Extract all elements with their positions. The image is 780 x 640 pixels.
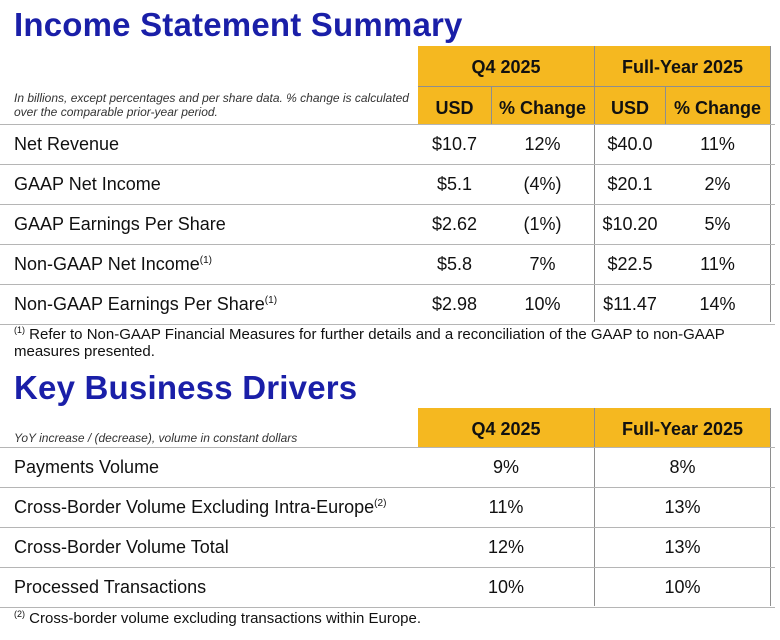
table-row: GAAP Net Income $5.1 (4%) $20.1 2% bbox=[0, 164, 775, 205]
table-row: Cross-Border Volume Excluding Intra-Euro… bbox=[0, 487, 775, 528]
q4-header-bg bbox=[418, 408, 594, 448]
q4-usd-value: $2.98 bbox=[431, 294, 478, 314]
fy-value: 13% bbox=[664, 497, 701, 517]
table-top-rule bbox=[0, 447, 775, 448]
table-row: Processed Transactions 10% 10% bbox=[0, 567, 775, 608]
row-label: Net Revenue bbox=[14, 134, 120, 154]
fy-value: 10% bbox=[664, 577, 701, 597]
q4-change-value: 7% bbox=[529, 254, 556, 274]
q4-change-value: (1%) bbox=[523, 214, 562, 234]
fy-usd-value: $22.5 bbox=[607, 254, 653, 274]
fy-header-bg bbox=[595, 46, 770, 86]
table-row: Non-GAAP Net Income(1) $5.8 7% $22.5 11% bbox=[0, 244, 775, 285]
fy-usd-value: $20.1 bbox=[607, 174, 653, 194]
table-top-rule bbox=[0, 124, 775, 125]
row-label: Payments Volume bbox=[14, 457, 160, 477]
q4-value: 10% bbox=[487, 577, 525, 597]
footnote-1: (1) Refer to Non-GAAP Financial Measures… bbox=[14, 325, 725, 361]
fy-value: 13% bbox=[664, 537, 701, 557]
table-row: GAAP Earnings Per Share $2.62 (1%) $10.2… bbox=[0, 204, 775, 245]
table-row: Net Revenue $10.7 12% $40.0 11% bbox=[0, 124, 775, 165]
column-divider bbox=[665, 87, 666, 124]
q4-usd-value: $5.1 bbox=[436, 174, 473, 194]
fy-change-value: 14% bbox=[699, 294, 736, 314]
q4-usd-header: USD bbox=[435, 98, 474, 118]
footnote-ref: (2) bbox=[374, 498, 387, 509]
column-divider bbox=[770, 46, 771, 322]
q4-period-header: Q4 2025 bbox=[471, 57, 541, 77]
q4-change-value: (4%) bbox=[523, 174, 562, 194]
row-label: Processed Transactions bbox=[14, 577, 207, 597]
q4-change-header: % Change bbox=[498, 98, 586, 118]
column-divider bbox=[491, 87, 492, 124]
row-label: Non-GAAP Earnings Per Share(1) bbox=[14, 294, 278, 314]
row-label: GAAP Earnings Per Share bbox=[14, 214, 226, 234]
column-divider bbox=[594, 408, 595, 606]
fy-change-value: 11% bbox=[700, 254, 735, 274]
fy-usd-value: $11.47 bbox=[603, 294, 657, 314]
q4-change-value: 12% bbox=[524, 134, 561, 154]
fy-change-header: % Change bbox=[673, 98, 761, 118]
q4-value: 12% bbox=[487, 537, 525, 557]
fy-value: 8% bbox=[669, 457, 696, 477]
units-note: YoY increase / (decrease), volume in con… bbox=[14, 431, 298, 445]
footnote-marker: (2) bbox=[14, 609, 25, 619]
fy-usd-value: $10.20 bbox=[602, 214, 658, 234]
column-divider bbox=[770, 408, 771, 606]
q4-usd-value: $2.62 bbox=[431, 214, 478, 234]
row-label: Cross-Border Volume Total bbox=[14, 537, 229, 557]
row-label: Cross-Border Volume Excluding Intra-Euro… bbox=[14, 497, 387, 517]
table-row: Payments Volume 9% 8% bbox=[0, 447, 775, 488]
units-note: In billions, except percentages and per … bbox=[14, 91, 409, 119]
q4-value: 9% bbox=[492, 457, 519, 477]
q4-change-value: 10% bbox=[524, 294, 561, 314]
q4-usd-value: $10.7 bbox=[431, 134, 478, 154]
fy-change-value: 2% bbox=[704, 174, 731, 194]
row-label: GAAP Net Income bbox=[14, 174, 161, 194]
fy-usd-header: USD bbox=[610, 98, 649, 118]
table-row: Non-GAAP Earnings Per Share(1) $2.98 10%… bbox=[0, 284, 775, 325]
fy-period-header: Full-Year 2025 bbox=[621, 57, 744, 77]
footnote-marker: (1) bbox=[14, 325, 25, 335]
fy-header-bg bbox=[595, 408, 770, 448]
fy-change-value: 5% bbox=[704, 214, 731, 234]
fy-change-value: 11% bbox=[700, 134, 735, 154]
q4-usd-value: $5.8 bbox=[436, 254, 473, 274]
income-statement-title: Income Statement Summary bbox=[14, 6, 463, 43]
key-business-drivers-title: Key Business Drivers bbox=[14, 369, 358, 406]
q4-header-bg bbox=[418, 46, 594, 86]
table-row: Cross-Border Volume Total 12% 13% bbox=[0, 527, 775, 568]
footnote-ref: (1) bbox=[199, 255, 212, 266]
column-divider bbox=[594, 46, 595, 322]
q4-period-header: Q4 2025 bbox=[471, 419, 541, 439]
footnote-ref: (1) bbox=[264, 295, 278, 306]
fy-period-header: Full-Year 2025 bbox=[621, 419, 744, 439]
q4-value: 11% bbox=[488, 497, 524, 517]
footnote-2: (2) Cross-border volume excluding transa… bbox=[14, 609, 422, 628]
fy-usd-value: $40.0 bbox=[607, 134, 653, 154]
row-label: Non-GAAP Net Income(1) bbox=[14, 254, 212, 274]
